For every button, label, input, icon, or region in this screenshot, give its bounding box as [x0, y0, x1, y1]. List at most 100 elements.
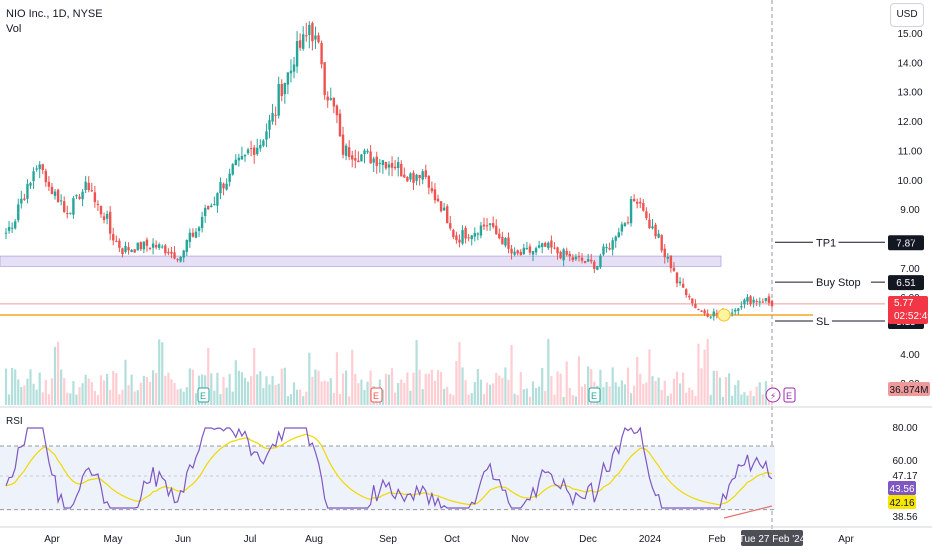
- volume-bar: [121, 389, 124, 405]
- rsi-title[interactable]: RSI: [6, 416, 23, 427]
- candle-body: [243, 155, 247, 157]
- candle-body: [154, 244, 158, 248]
- rsi-tick: 60.00: [892, 456, 917, 467]
- candle-body: [115, 240, 118, 242]
- candle-body: [335, 105, 339, 116]
- volume-bar: [222, 376, 225, 405]
- price-tick: 14.00: [897, 58, 922, 69]
- rsi-tick: 47.17: [892, 471, 917, 482]
- candle-body: [467, 237, 470, 239]
- price-tick: 7.00: [900, 264, 920, 275]
- candle-body: [20, 198, 23, 204]
- candle-body: [274, 114, 277, 116]
- volume-bar: [7, 394, 11, 405]
- volume-bar: [538, 386, 541, 405]
- candle-body: [740, 306, 743, 308]
- candle-body: [283, 83, 287, 95]
- volume-bar: [501, 377, 504, 405]
- volume-bar: [525, 388, 528, 405]
- candle-body: [458, 239, 461, 243]
- candle-body: [158, 244, 161, 248]
- time-tick: Dec: [579, 534, 597, 545]
- dividend-icon: [765, 387, 781, 403]
- candle-body: [369, 151, 372, 164]
- currency-selector[interactable]: USD: [890, 3, 924, 27]
- candle-body: [574, 256, 578, 260]
- volume-bar: [394, 392, 397, 405]
- candle-body: [605, 246, 608, 249]
- candle-body: [596, 266, 599, 270]
- candle-body: [761, 301, 765, 303]
- volume-bar: [455, 360, 458, 405]
- candle-body: [75, 195, 78, 197]
- volume-bar: [341, 373, 345, 405]
- candle-body: [541, 243, 544, 248]
- candle-body: [191, 232, 195, 237]
- buy_stop-label-bg: [813, 274, 871, 291]
- volume-bar: [44, 379, 47, 405]
- volume-bar: [277, 383, 280, 405]
- candle-body: [127, 247, 130, 251]
- volume-bar: [636, 357, 639, 405]
- candle-body: [697, 309, 700, 311]
- candle-body: [537, 245, 541, 248]
- volume-bar: [485, 382, 489, 405]
- volume-bar: [678, 383, 682, 405]
- volume-bar: [345, 370, 348, 405]
- candle-body: [164, 245, 167, 254]
- volume-value-tag: [888, 382, 930, 396]
- volume-bar: [145, 377, 149, 405]
- candle-body: [455, 235, 458, 241]
- volume-bar: [439, 372, 443, 405]
- volume-bar: [38, 372, 41, 405]
- volume-bar: [124, 359, 127, 405]
- candle-body: [78, 196, 81, 199]
- volume-bar: [216, 372, 219, 405]
- earnings-marker: [588, 387, 601, 403]
- candle-body: [96, 203, 100, 205]
- volume-bar: [228, 374, 231, 405]
- volume-bar: [23, 385, 26, 405]
- candle-body: [170, 251, 173, 254]
- candle-body: [528, 246, 532, 253]
- volume-bar: [351, 349, 354, 405]
- candle-body: [323, 62, 326, 96]
- candle-body: [593, 261, 596, 269]
- volume-bar: [706, 338, 709, 405]
- volume-bar: [69, 393, 72, 405]
- volume-bar: [151, 370, 155, 405]
- volume-bar: [259, 371, 262, 405]
- candle-body: [176, 259, 179, 261]
- volume-bar: [311, 376, 314, 405]
- candle-body: [617, 232, 620, 238]
- volume-bar: [106, 374, 109, 405]
- volume-bar: [210, 373, 213, 405]
- candle-body: [234, 159, 237, 166]
- candle-body: [375, 156, 378, 166]
- candle-body: [124, 245, 127, 252]
- candle-body: [620, 224, 624, 232]
- volume-bar: [672, 378, 676, 405]
- volume-bar: [96, 394, 100, 405]
- volume-bar: [237, 370, 240, 405]
- earnings-marker-label: E: [200, 391, 206, 401]
- symbol-title[interactable]: NIO Inc., 1D, NYSE: [6, 8, 103, 20]
- candle-body: [611, 240, 614, 250]
- volume-bar: [479, 379, 483, 405]
- volume-bar: [562, 396, 565, 405]
- candle-body: [476, 233, 480, 235]
- volume-bar: [737, 380, 740, 405]
- price-tick: 9.00: [900, 205, 920, 216]
- volume-title[interactable]: Vol: [6, 23, 22, 35]
- volume-bar: [323, 380, 326, 405]
- volume-bar: [571, 395, 574, 405]
- candle-body: [635, 201, 639, 204]
- volume-bar: [476, 369, 479, 405]
- volume-bar: [332, 392, 335, 405]
- volume-bar: [32, 383, 35, 405]
- candle-body: [703, 310, 706, 314]
- volume-bar: [366, 381, 369, 405]
- candle-body: [295, 41, 299, 67]
